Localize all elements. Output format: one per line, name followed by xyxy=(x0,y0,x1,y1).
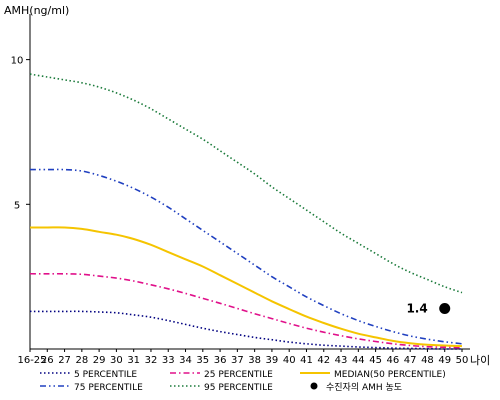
series-lines xyxy=(29,73,463,350)
x-axis-label: 나이 xyxy=(470,354,490,367)
patient-amh-point xyxy=(439,302,451,314)
x-tick-label: 41 xyxy=(300,355,313,366)
x-tick-label: 39 xyxy=(266,355,279,366)
x-tick-label: 30 xyxy=(110,355,123,366)
legend-label-2: MEDIAN(50 PERCENTILE) xyxy=(334,370,446,380)
x-tick-label: 38 xyxy=(248,355,261,366)
x-tick-label: 40 xyxy=(283,355,296,366)
series-line-1 xyxy=(29,272,463,349)
series-line-2 xyxy=(29,226,463,348)
x-tick-label: 47 xyxy=(404,355,417,366)
x-tick-label: 32 xyxy=(145,355,158,366)
series-line-0 xyxy=(29,310,462,350)
x-tick-label: 31 xyxy=(127,355,140,366)
x-tick-label: 16-25 xyxy=(17,355,46,366)
x-tick-label: 43 xyxy=(335,355,348,366)
series-line-3 xyxy=(29,168,463,345)
legend-point-swatch xyxy=(310,382,318,390)
x-tick-label: 33 xyxy=(162,355,175,366)
x-tick-label: 37 xyxy=(231,355,244,366)
x-tick-label: 46 xyxy=(387,355,400,366)
patient-amh-value-label: 1.4 xyxy=(406,301,427,315)
y-tick-label: 5 xyxy=(14,200,20,211)
legend-label-0: 5 PERCENTILE xyxy=(74,370,137,380)
x-tick-label: 45 xyxy=(369,355,382,366)
x-tick-label: 44 xyxy=(352,355,365,366)
legend-point-label: 수진자의 AMH 농도 xyxy=(326,382,402,393)
data-points: 1.4 xyxy=(406,301,451,315)
x-tick-label: 28 xyxy=(75,355,88,366)
x-tick-label: 35 xyxy=(196,355,209,366)
legend-label-1: 25 PERCENTILE xyxy=(204,370,273,380)
y-axis-label: AMH(ng/ml) xyxy=(4,4,69,17)
x-tick-label: 29 xyxy=(93,355,106,366)
legend-label-4: 95 PERCENTILE xyxy=(204,383,273,393)
legend: 5 PERCENTILE 25 PERCENTILE MEDIAN(50 PERCE… xyxy=(40,370,446,393)
series-line-4 xyxy=(29,73,463,294)
x-tick-label: 49 xyxy=(438,355,451,366)
y-tick-label: 10 xyxy=(11,56,24,67)
x-tick-label: 26 xyxy=(41,355,54,366)
x-tick-label: 42 xyxy=(317,355,330,366)
x-tick-label: 27 xyxy=(58,355,71,366)
x-tick-label: 48 xyxy=(421,355,434,366)
legend-label-3: 75 PERCENTILE xyxy=(74,383,143,393)
x-tick-label: 36 xyxy=(214,355,227,366)
x-tick-label: 34 xyxy=(179,355,192,366)
x-tick-label: 50 xyxy=(456,355,469,366)
